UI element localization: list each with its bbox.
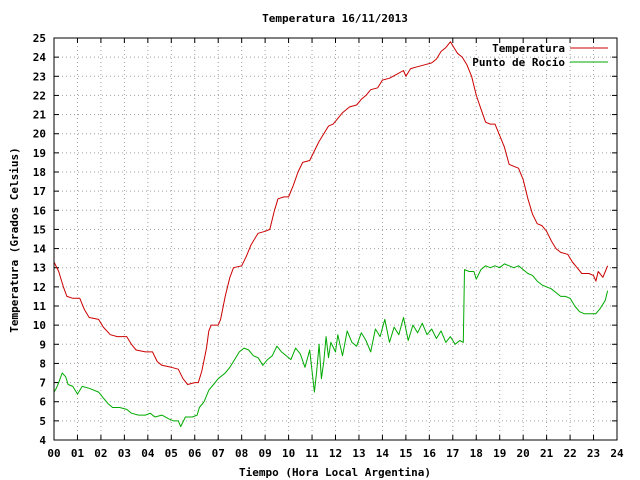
y-tick-label: 14 — [33, 243, 47, 256]
x-tick-label: 07 — [212, 447, 225, 460]
x-tick-label: 10 — [282, 447, 295, 460]
y-tick-label: 16 — [33, 204, 47, 217]
x-tick-label: 12 — [329, 447, 342, 460]
x-tick-label: 08 — [235, 447, 248, 460]
y-tick-label: 9 — [39, 338, 46, 351]
x-tick-label: 06 — [188, 447, 202, 460]
y-tick-label: 21 — [33, 109, 47, 122]
plot-frame — [53, 37, 618, 441]
y-tick-label: 12 — [33, 281, 46, 294]
x-tick-label: 02 — [94, 447, 107, 460]
y-tick-label: 25 — [33, 32, 46, 45]
y-tick-label: 8 — [39, 357, 46, 370]
x-tick-label: 21 — [540, 447, 554, 460]
x-tick-label: 11 — [305, 447, 319, 460]
y-tick-label: 19 — [33, 147, 46, 160]
x-tick-label: 14 — [376, 447, 390, 460]
y-tick-label: 7 — [39, 377, 46, 390]
x-tick-label: 24 — [610, 447, 624, 460]
x-tick-label: 15 — [399, 447, 412, 460]
y-tick-label: 23 — [33, 70, 46, 83]
y-tick-labels: 4 5 6 7 8 9 10 11 12 13 14 15 16 17 18 19 20 21 22 23 24 25 — [33, 32, 47, 447]
y-axis-title: Temperatura (Grados Celsius) — [8, 147, 21, 332]
series-layer — [53, 41, 609, 428]
y-tick-label: 24 — [33, 51, 47, 64]
x-tick-label: 22 — [563, 447, 576, 460]
y-tick-label: 5 — [39, 415, 46, 428]
x-tick-label: 13 — [352, 447, 365, 460]
x-tick-label: 04 — [141, 447, 155, 460]
y-tick-label: 17 — [33, 185, 46, 198]
y-tick-label: 20 — [33, 128, 46, 141]
x-tick-label: 23 — [587, 447, 600, 460]
x-tick-label: 03 — [118, 447, 131, 460]
x-tick-label: 18 — [470, 447, 483, 460]
legend-label-punto-de-rocio: Punto de Rocío — [472, 56, 565, 69]
series-line-temperatura — [53, 41, 609, 385]
x-tick-label: 19 — [493, 447, 506, 460]
x-axis-title: Tiempo (Hora Local Argentina) — [239, 466, 431, 479]
y-tick-label: 4 — [39, 434, 46, 447]
x-tick-label: 05 — [165, 447, 178, 460]
x-tick-label: 17 — [446, 447, 459, 460]
chart-title: Temperatura 16/11/2013 — [262, 12, 408, 25]
x-tick-label: 00 — [47, 447, 60, 460]
legend-label-temperatura: Temperatura — [492, 42, 565, 55]
x-tick-label: 09 — [259, 447, 272, 460]
y-tick-label: 22 — [33, 89, 46, 102]
x-tick-label: 01 — [71, 447, 85, 460]
y-tick-label: 11 — [33, 300, 47, 313]
y-tick-label: 18 — [33, 166, 46, 179]
x-tick-label: 16 — [423, 447, 437, 460]
series-line-punto-de-rocio — [53, 263, 609, 428]
y-tick-label: 10 — [33, 319, 46, 332]
y-tick-label: 15 — [33, 223, 46, 236]
grid — [53, 37, 618, 441]
legend: Temperatura Punto de Rocío — [472, 42, 608, 69]
x-tick-label: 20 — [517, 447, 530, 460]
x-tick-labels: 00 01 02 03 04 05 06 07 08 09 10 11 12 13 14 15 16 17 18 19… — [47, 447, 624, 460]
y-tick-label: 13 — [33, 262, 46, 275]
y-tick-label: 6 — [39, 396, 46, 409]
